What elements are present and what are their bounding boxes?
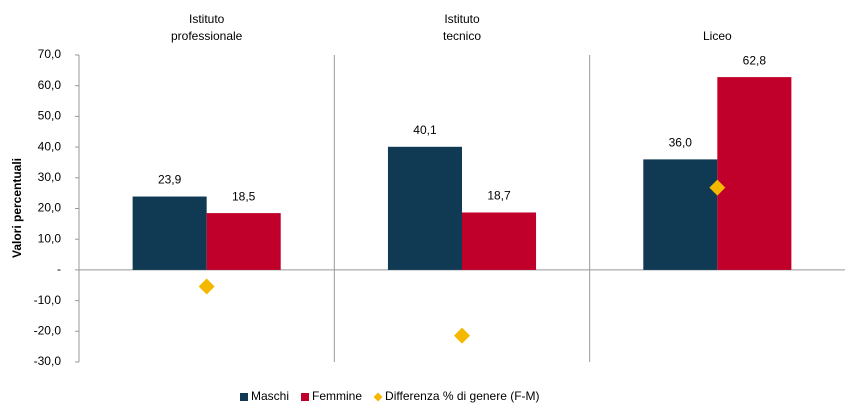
category-label: tecnico: [443, 29, 481, 43]
y-tick-label: 70,0: [38, 47, 62, 61]
category-label: Istituto: [189, 12, 225, 26]
data-label: 18,5: [232, 189, 256, 203]
bar: [387, 146, 462, 270]
legend-swatch: [301, 393, 310, 401]
y-tick-label: 40,0: [38, 139, 62, 153]
y-axis-label: Valori percentuali: [10, 158, 24, 258]
diamond-marker: [198, 278, 215, 295]
category-label: Liceo: [703, 29, 732, 43]
bar: [717, 77, 792, 270]
diamond-marker: [454, 327, 470, 344]
y-tick-label: 20,0: [38, 201, 62, 215]
y-tick-label: 30,0: [38, 170, 62, 184]
y-tick-label: 10,0: [38, 231, 62, 245]
y-tick-label: -: [57, 262, 61, 276]
bar: [643, 159, 718, 270]
category-label: Istituto: [444, 12, 480, 26]
data-label: 62,8: [743, 53, 767, 67]
y-tick-label: -30,0: [34, 354, 62, 368]
data-label: 23,9: [158, 173, 182, 187]
legend-label: Differenza % di genere (F-M): [385, 389, 540, 403]
data-label: 40,1: [413, 123, 437, 137]
legend-swatch: [240, 393, 248, 401]
category-label: professionale: [171, 29, 243, 43]
diamond-marker: [709, 179, 726, 196]
data-label: 18,7: [487, 189, 511, 203]
y-tick-label: 60,0: [38, 78, 62, 92]
legend-swatch: [373, 392, 383, 402]
bar: [462, 212, 537, 270]
bar: [132, 196, 207, 270]
data-label: 36,0: [669, 136, 693, 150]
legend-label: Maschi: [251, 389, 289, 403]
y-tick-label: -10,0: [34, 293, 62, 307]
legend-label: Femmine: [312, 389, 362, 403]
bar: [206, 213, 281, 270]
y-tick-label: 50,0: [38, 109, 62, 123]
y-tick-label: -20,0: [34, 323, 62, 337]
